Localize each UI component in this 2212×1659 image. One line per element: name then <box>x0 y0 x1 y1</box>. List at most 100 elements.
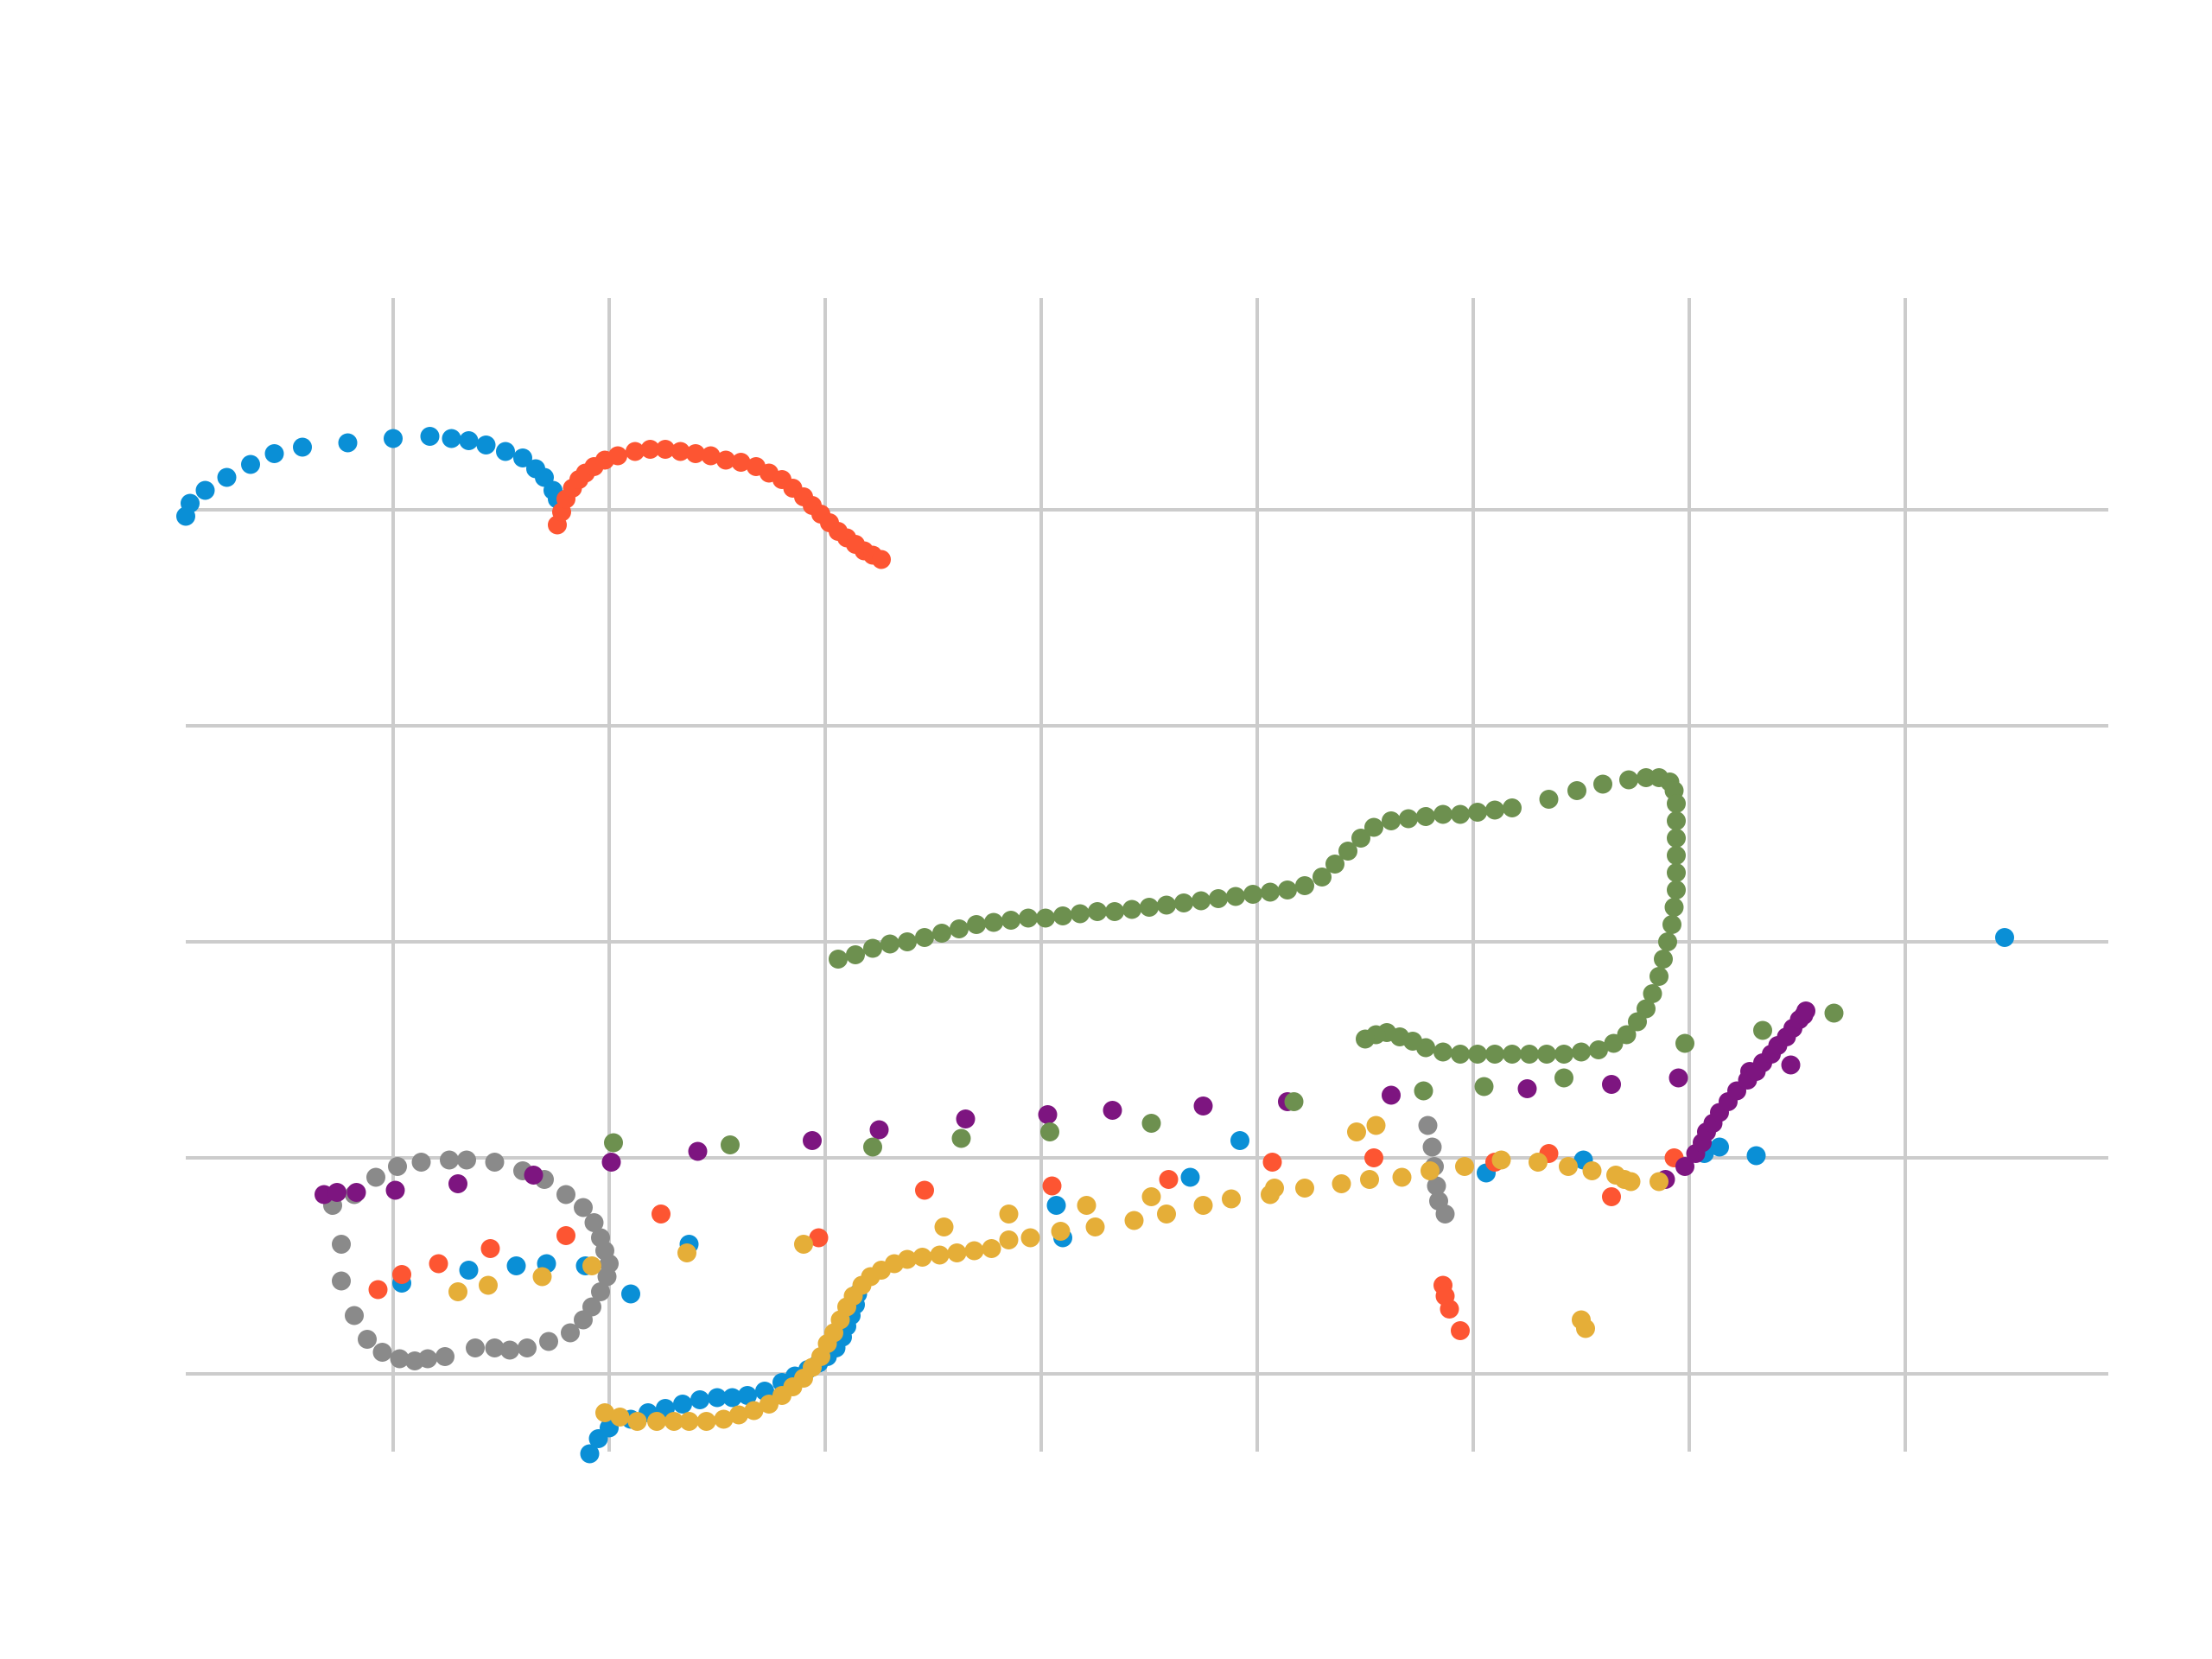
data-point <box>1667 863 1686 882</box>
data-point <box>915 928 934 947</box>
data-point <box>1746 1146 1766 1166</box>
data-point <box>671 442 690 461</box>
data-point <box>1572 1042 1591 1062</box>
data-point <box>1503 798 1522 817</box>
data-point <box>898 932 917 951</box>
data-point <box>1180 1167 1200 1187</box>
data-point <box>1628 1012 1647 1032</box>
data-point <box>679 1412 699 1431</box>
data-point <box>701 446 721 466</box>
data-point <box>327 1183 346 1202</box>
data-point <box>1051 1222 1071 1241</box>
data-point <box>1474 1077 1494 1096</box>
data-point <box>950 919 969 938</box>
data-point <box>366 1167 385 1187</box>
data-point <box>1995 928 2014 947</box>
data-point <box>967 915 986 934</box>
data-point <box>1347 1122 1366 1141</box>
data-point <box>608 446 627 466</box>
series-3 <box>323 1116 1455 1370</box>
data-point <box>1537 1045 1556 1064</box>
data-point <box>1451 1321 1470 1340</box>
data-point <box>539 1332 558 1351</box>
data-point <box>1295 1179 1314 1198</box>
data-point <box>595 1403 614 1422</box>
data-point <box>500 1340 519 1360</box>
data-point <box>1554 1045 1573 1064</box>
data-point <box>1520 1045 1539 1064</box>
data-point <box>293 437 312 457</box>
data-point <box>1455 1157 1474 1176</box>
data-point <box>392 1265 411 1284</box>
data-point <box>604 1133 623 1153</box>
data-point <box>466 1338 485 1357</box>
series-1 <box>176 427 2014 1464</box>
data-point <box>1664 898 1684 917</box>
data-point <box>1753 1020 1772 1040</box>
data-points <box>176 427 2014 1464</box>
data-point <box>1262 1153 1282 1172</box>
data-point <box>388 1157 407 1176</box>
data-point <box>1230 1131 1249 1150</box>
data-point <box>332 1271 351 1291</box>
data-point <box>863 938 882 958</box>
data-point <box>1036 908 1055 928</box>
data-point <box>429 1254 448 1274</box>
data-point <box>1619 770 1638 790</box>
data-point <box>1085 1217 1105 1236</box>
data-point <box>420 427 440 446</box>
data-point <box>708 1388 727 1408</box>
data-point <box>518 1338 537 1357</box>
data-point <box>479 1275 498 1295</box>
data-point <box>1261 882 1280 902</box>
data-point <box>584 1213 604 1232</box>
data-point <box>591 1228 610 1248</box>
data-point <box>435 1347 454 1366</box>
data-point <box>1209 889 1228 908</box>
data-point <box>721 1135 740 1154</box>
data-point <box>1332 1174 1351 1193</box>
data-point <box>1567 781 1586 800</box>
data-point <box>1468 1045 1487 1064</box>
data-point <box>384 429 403 448</box>
data-point <box>1451 1045 1470 1064</box>
data-point <box>1313 868 1332 887</box>
data-point <box>496 442 515 461</box>
data-point <box>561 1323 580 1343</box>
data-point <box>1141 1114 1161 1133</box>
data-point <box>1338 842 1357 861</box>
data-point <box>459 431 479 450</box>
data-point <box>195 480 215 500</box>
data-point <box>1366 1116 1386 1135</box>
data-point <box>744 1401 764 1421</box>
data-point <box>513 448 532 467</box>
data-point <box>332 1235 351 1254</box>
data-point <box>1796 1001 1815 1020</box>
data-point <box>1675 1033 1694 1053</box>
data-point <box>686 444 705 463</box>
data-point <box>627 1412 647 1431</box>
data-point <box>863 1137 882 1157</box>
data-point <box>1539 790 1559 809</box>
data-point <box>390 1349 410 1369</box>
data-point <box>677 1243 696 1262</box>
data-point <box>1157 895 1176 915</box>
data-point <box>506 1256 526 1275</box>
data-point <box>1243 885 1262 904</box>
data-point <box>485 1153 505 1172</box>
data-point <box>1440 1300 1459 1319</box>
data-point <box>574 1198 593 1217</box>
data-point <box>1141 1187 1161 1206</box>
data-point <box>1669 1068 1688 1088</box>
data-point <box>722 1388 742 1408</box>
data-point <box>999 1205 1019 1224</box>
data-point <box>647 1412 666 1431</box>
data-point <box>485 1338 505 1357</box>
data-point <box>418 1349 437 1369</box>
data-point <box>176 506 195 526</box>
series-6 <box>604 768 1844 1157</box>
data-point <box>1433 804 1452 824</box>
data-point <box>385 1180 405 1200</box>
data-point <box>338 433 358 453</box>
data-point <box>912 1248 932 1267</box>
